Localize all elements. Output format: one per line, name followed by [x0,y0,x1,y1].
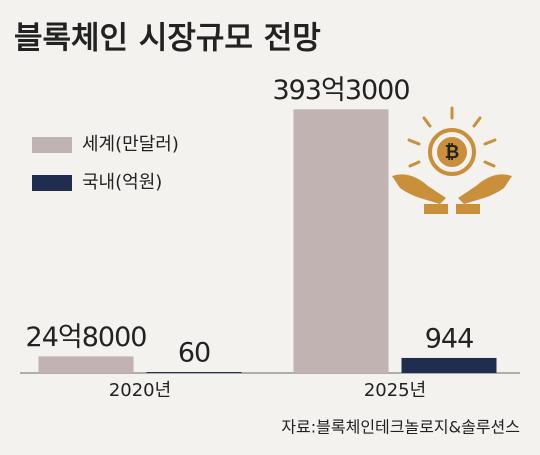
legend-swatch [32,137,72,153]
chart-title: 블록체인 시장규모 전망 [14,21,321,57]
value-label: 944 [425,323,474,354]
bar [293,109,389,373]
value-label: 60 [178,338,210,369]
value-label: 24억8000 [26,322,147,353]
svg-text:₿: ₿ [445,142,460,163]
bar [401,357,497,373]
legend-label: 국내(억원) [82,172,162,193]
source: 자료:블록체인테크놀로지&솔루션스 [281,418,520,437]
bar [146,372,242,373]
legend-swatch [32,175,72,191]
bar [38,356,134,373]
legend-label: 세계(만달러) [82,134,179,155]
x-tick-label: 2025년 [364,380,426,401]
coin-icon: ₿ [392,106,512,214]
value-label: 393억3000 [272,75,409,106]
x-tick-label: 2020년 [109,380,171,401]
